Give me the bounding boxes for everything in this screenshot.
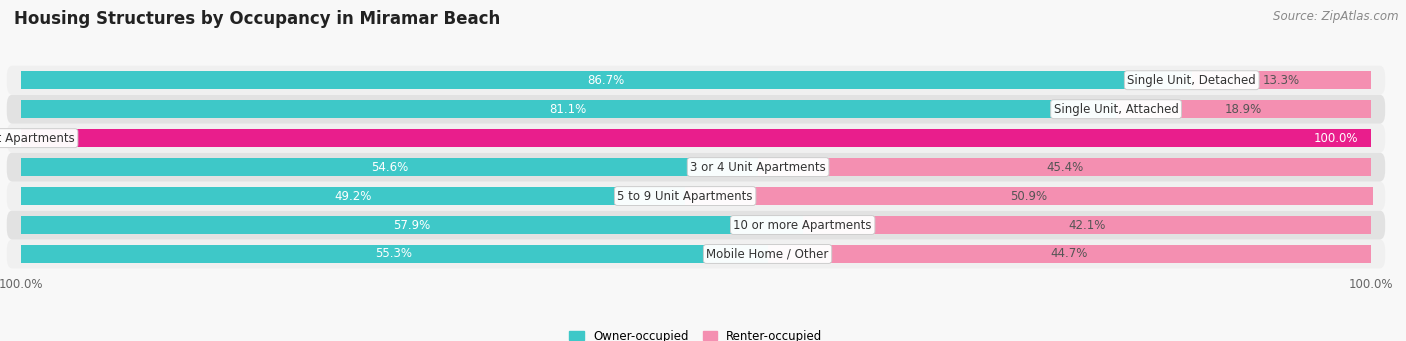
Text: 0.0%: 0.0% — [0, 132, 14, 145]
Text: 50.9%: 50.9% — [1011, 190, 1047, 203]
Bar — [21, 187, 685, 205]
Bar — [803, 216, 1371, 234]
FancyBboxPatch shape — [7, 124, 1385, 153]
FancyBboxPatch shape — [7, 95, 1385, 124]
FancyBboxPatch shape — [7, 210, 1385, 239]
Text: 18.9%: 18.9% — [1225, 103, 1263, 116]
Text: 42.1%: 42.1% — [1069, 219, 1105, 232]
Text: 57.9%: 57.9% — [394, 219, 430, 232]
Bar — [1192, 71, 1371, 89]
Text: Housing Structures by Occupancy in Miramar Beach: Housing Structures by Occupancy in Miram… — [14, 10, 501, 28]
Bar — [21, 71, 1192, 89]
Legend: Owner-occupied, Renter-occupied: Owner-occupied, Renter-occupied — [565, 325, 827, 341]
Text: 44.7%: 44.7% — [1050, 248, 1088, 261]
Text: 86.7%: 86.7% — [588, 74, 624, 87]
Bar — [21, 245, 768, 263]
Bar — [21, 216, 803, 234]
Text: 5 to 9 Unit Apartments: 5 to 9 Unit Apartments — [617, 190, 754, 203]
Bar — [685, 187, 1372, 205]
Bar — [21, 129, 1371, 147]
Text: 45.4%: 45.4% — [1046, 161, 1084, 174]
Bar — [21, 158, 758, 176]
FancyBboxPatch shape — [7, 181, 1385, 210]
Text: 49.2%: 49.2% — [335, 190, 371, 203]
Text: Source: ZipAtlas.com: Source: ZipAtlas.com — [1274, 10, 1399, 23]
Bar — [768, 245, 1371, 263]
Text: 2 Unit Apartments: 2 Unit Apartments — [0, 132, 75, 145]
Text: 3 or 4 Unit Apartments: 3 or 4 Unit Apartments — [690, 161, 825, 174]
Text: 81.1%: 81.1% — [550, 103, 586, 116]
FancyBboxPatch shape — [7, 66, 1385, 95]
Text: Single Unit, Attached: Single Unit, Attached — [1053, 103, 1178, 116]
Bar — [1116, 100, 1371, 118]
Text: Single Unit, Detached: Single Unit, Detached — [1128, 74, 1256, 87]
Text: 13.3%: 13.3% — [1263, 74, 1301, 87]
Bar — [21, 100, 1116, 118]
Text: 55.3%: 55.3% — [375, 248, 412, 261]
Bar — [758, 158, 1371, 176]
Text: 10 or more Apartments: 10 or more Apartments — [734, 219, 872, 232]
FancyBboxPatch shape — [7, 239, 1385, 268]
FancyBboxPatch shape — [7, 153, 1385, 181]
Text: 54.6%: 54.6% — [371, 161, 408, 174]
Text: 100.0%: 100.0% — [1313, 132, 1358, 145]
Text: Mobile Home / Other: Mobile Home / Other — [706, 248, 828, 261]
